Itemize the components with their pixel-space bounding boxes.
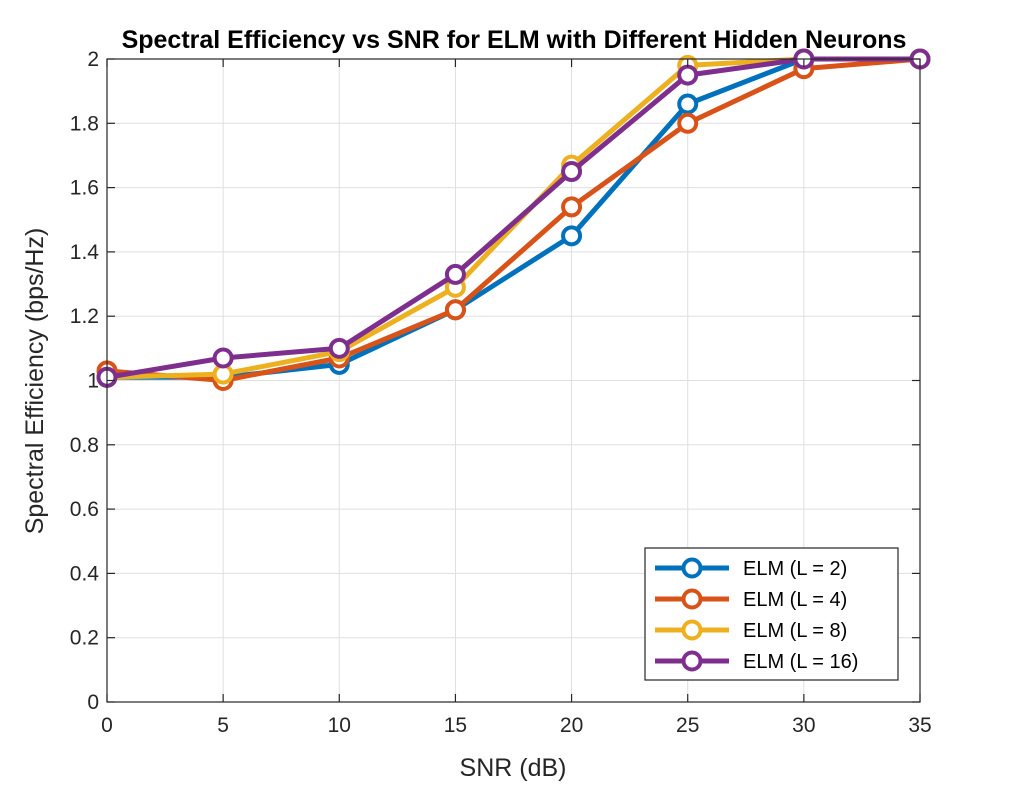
x-axis-label: SNR (dB) [460,754,567,782]
y-tick-label: 1.2 [70,305,99,328]
y-tick-label: 0 [87,691,99,714]
legend-label: ELM (L = 8) [743,620,847,642]
y-tick-label: 0.4 [70,562,100,585]
legend-swatch-marker [681,588,703,610]
x-tick-label: 35 [908,714,931,737]
legend-item: ELM (L = 4) [655,588,847,611]
y-tick-label: 1.8 [70,112,99,135]
legend-item: ELM (L = 8) [655,619,847,642]
y-tick-label: 0.6 [70,498,99,521]
data-point [444,299,466,321]
legend-swatch-marker [681,619,703,641]
data-point [328,337,350,359]
y-tick-label: 0.8 [70,434,99,457]
x-tick-label: 25 [676,714,699,737]
chart-title: Spectral Efficiency vs SNR for ELM with … [122,26,907,54]
legend-item: ELM (L = 2) [655,557,847,580]
y-tick-label: 2 [87,48,99,71]
legend-swatch-marker [681,650,703,672]
y-tick-label: 1 [87,370,99,393]
data-point [561,196,583,218]
legend-label: ELM (L = 2) [743,558,847,580]
data-point [677,112,699,134]
x-tick-label: 15 [444,714,467,737]
series-line [106,56,920,380]
data-point [212,347,234,369]
data-point [677,64,699,86]
ticks: 0 5 10 15 20 25 30 35 0 0.2 0.4 0.6 0.8 1 1.2 1.4 1.6 1.8… [70,48,932,737]
y-axis-label: Spectral Efficiency (bps/Hz) [21,228,49,535]
x-tick-label: 0 [101,714,113,737]
legend-label: ELM (L = 4) [743,589,847,611]
data-point [561,225,583,247]
y-tick-label: 0.2 [70,627,99,650]
x-tick-label: 10 [328,714,351,737]
y-tick-label: 1.4 [70,241,100,264]
x-tick-label: 20 [560,714,583,737]
legend-label: ELM (L = 16) [743,651,858,673]
legend-item: ELM (L = 16) [655,650,858,673]
x-tick-label: 5 [217,714,229,737]
x-tick-label: 30 [792,714,815,737]
y-tick-label: 1.6 [70,177,99,200]
legend: ELM (L = 2) ELM (L = 4) ELM (L = 8) ELM (L … [644,547,899,681]
series-line [106,56,921,383]
legend-swatch-marker [681,557,703,579]
data-point [444,263,466,285]
data-point [677,93,699,115]
data-point [561,161,583,183]
